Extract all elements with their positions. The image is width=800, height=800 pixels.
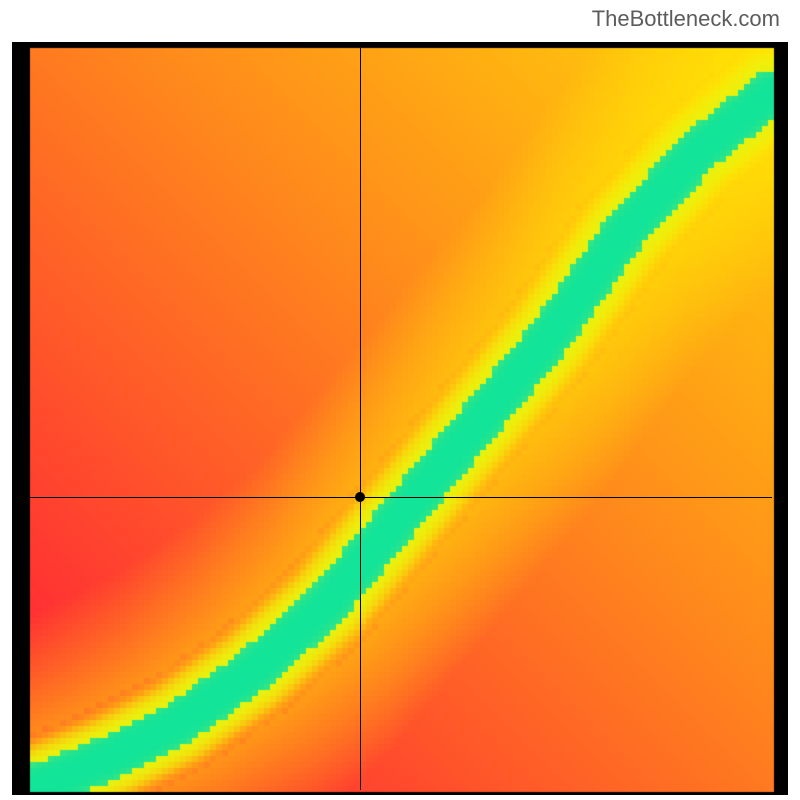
crosshair-horizontal xyxy=(30,497,772,498)
screenshot-root: TheBottleneck.com xyxy=(0,0,800,800)
chart-black-frame xyxy=(12,42,788,795)
crosshair-marker xyxy=(355,492,365,502)
plot-inner-area xyxy=(30,48,772,790)
attribution-text: TheBottleneck.com xyxy=(592,6,780,32)
crosshair-vertical xyxy=(360,48,361,790)
